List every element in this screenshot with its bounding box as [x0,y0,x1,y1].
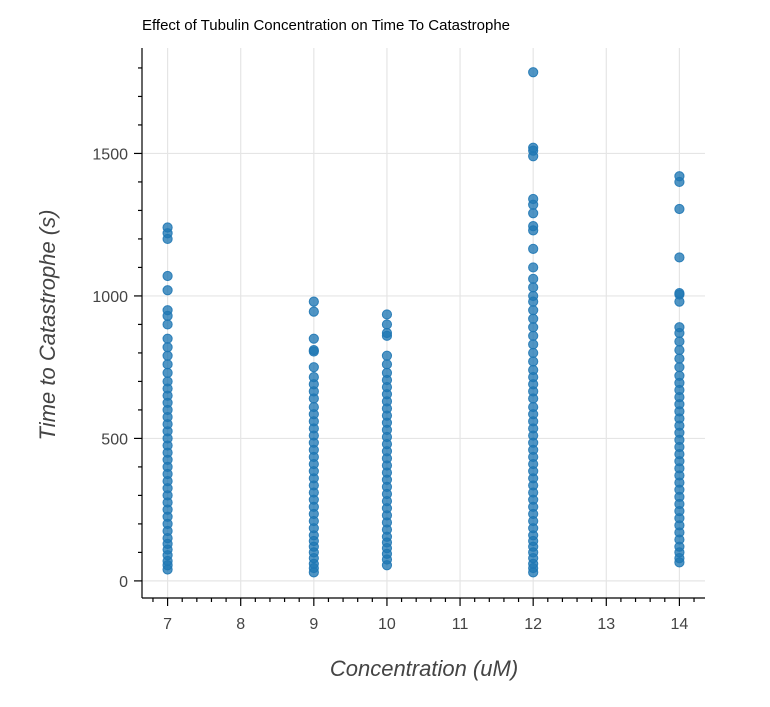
x-tick-label: 9 [309,616,318,633]
x-tick-label: 7 [163,616,172,633]
data-point [528,290,539,302]
data-point [528,221,539,232]
y-axis-title: Time to Catastrophe (s) [35,210,60,441]
data-point [381,359,393,370]
data-point [528,282,539,293]
data-point [528,401,539,413]
data-point [381,319,393,330]
y-tick-label: 500 [101,431,128,448]
chart-title: Effect of Tubulin Concentration on Time … [142,17,510,34]
data-point [528,193,539,205]
data-point [308,333,319,344]
data-point [162,350,173,361]
data-point [674,353,685,364]
data-point [674,322,685,333]
x-tick-label: 14 [671,616,689,633]
data-point [308,401,319,413]
data-point [528,330,539,341]
data-point [162,305,173,316]
data-point [162,222,173,233]
data-point [381,350,393,361]
data-point [528,364,539,376]
x-tick-label: 10 [378,616,396,633]
data-point [674,336,685,347]
data-point [674,203,685,215]
x-tick-label: 8 [236,616,245,633]
data-point [674,171,685,182]
data-point [528,347,539,359]
data-point [308,344,319,356]
data-point [674,344,685,356]
data-point [674,287,685,299]
data-point [308,296,319,307]
data-point [162,342,173,353]
data-point [381,327,393,339]
x-tick-label: 13 [597,616,615,633]
data-point [308,372,319,383]
data-point [528,243,539,255]
data-point [528,142,539,153]
y-tick-label: 1500 [92,146,128,163]
data-point [162,359,173,370]
data-point [308,306,319,317]
data-point [528,305,539,316]
grid [142,48,705,598]
x-tick-label: 12 [524,616,542,633]
data-point [528,322,539,333]
axes: 7 8 9 10 11 12 13 14 0 500 1000 1500 [92,48,705,633]
data-point [381,367,393,378]
data-point [528,356,539,367]
data-point [528,67,539,78]
data-points [162,67,685,578]
data-point [674,252,685,263]
y-tick-label: 0 [119,574,128,591]
x-axis-title: Concentration (uM) [330,656,518,681]
data-point [162,367,173,378]
y-tick-label: 1000 [92,289,128,306]
data-point [162,270,173,282]
data-point [528,262,539,273]
data-point [528,339,539,350]
data-point [162,376,173,387]
data-point [162,319,173,330]
data-point [674,362,685,373]
data-point [308,362,319,373]
data-point [674,370,685,381]
data-point [528,273,539,284]
data-point [381,309,393,320]
data-point [162,285,173,296]
x-tick-label: 11 [452,616,469,633]
data-point [162,333,173,344]
data-point [528,208,539,219]
data-point [528,313,539,324]
